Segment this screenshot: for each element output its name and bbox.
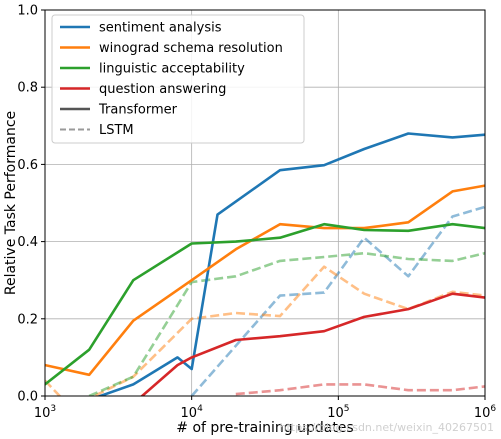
y-tick-label: 0.0	[17, 390, 38, 405]
series-layer	[45, 132, 485, 396]
y-tick-label: 0.2	[17, 312, 38, 327]
y-tick-label: 0.8	[17, 81, 38, 96]
legend-label-question-answering: question answering	[99, 82, 226, 97]
y-tick-label: 1.0	[17, 4, 38, 19]
plot-frame	[44, 9, 486, 397]
legend-label-winograd-schema-resolution: winograd schema resolution	[99, 41, 283, 56]
y-tick-label: 0.4	[17, 235, 38, 250]
legend-label-transformer: Transformer	[98, 103, 178, 118]
x-tick-label: 104	[181, 404, 204, 421]
x-tick-label: 103	[34, 404, 56, 421]
y-axis-label: Relative Task Performance	[3, 111, 19, 295]
watermark: https://blog.csdn.net/weixin_40267501	[279, 421, 494, 434]
x-tick-label: 106	[474, 404, 497, 421]
legend-label-lstm: LSTM	[99, 123, 134, 138]
x-axis-label: # of pre-training updates	[176, 420, 353, 436]
series-line-sentiment-analysis-transformer	[96, 132, 485, 396]
legend-label-sentiment-analysis: sentiment analysis	[99, 21, 222, 36]
series-line-linguistic-acceptability-transformer	[45, 222, 485, 386]
legend-box	[51, 14, 305, 144]
series-line-winograd-schema-resolution-transformer	[45, 184, 485, 377]
ticks: 103 104 105 106 0.0 0.2 0.4 0.6 0.8 1.0	[17, 4, 496, 422]
series-line-question-answering-transformer	[140, 292, 485, 396]
series-line-question-answering-lstm	[235, 383, 485, 396]
legend-label-linguistic-acceptability: linguistic acceptability	[99, 62, 245, 77]
y-tick-label: 0.6	[17, 158, 38, 173]
x-tick-label: 105	[327, 404, 349, 421]
legend: sentiment analysis winograd schema resolu…	[51, 14, 305, 144]
